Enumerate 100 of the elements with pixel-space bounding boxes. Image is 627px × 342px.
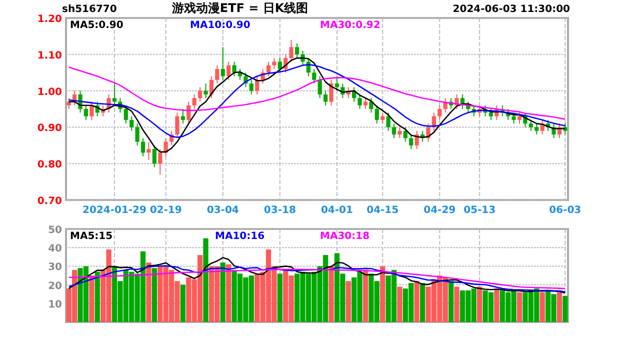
- candlestick: [312, 68, 316, 84]
- candlestick: [152, 144, 156, 168]
- candlestick: [226, 61, 231, 80]
- candlestick: [192, 94, 196, 110]
- candlestick: [232, 61, 236, 77]
- y-tick-label: 0.90: [37, 123, 62, 134]
- bar: [94, 272, 100, 322]
- candlestick: [426, 123, 430, 142]
- candlestick: [158, 148, 162, 176]
- candlestick: [369, 98, 374, 114]
- x-tick-label: 2024-01-29: [82, 205, 147, 216]
- bar: [362, 270, 368, 322]
- candlestick: [438, 104, 442, 120]
- bar: [477, 286, 482, 322]
- candlestick: [135, 123, 140, 146]
- bar: [380, 266, 386, 322]
- text: MA10:0.90: [190, 20, 250, 31]
- bar: [277, 274, 282, 322]
- bar: [146, 262, 152, 322]
- candlestick: [398, 126, 402, 139]
- candlestick: [272, 58, 276, 70]
- text: MA30:0.92: [320, 20, 380, 31]
- x-tick-label: 05-13: [464, 205, 496, 216]
- candlestick: [517, 112, 522, 124]
- bar: [226, 264, 232, 322]
- chart-title: 游戏动漫ETF = 日K线图: [170, 1, 308, 15]
- candlestick: [130, 116, 134, 132]
- x-tick-label: 06-03: [549, 205, 582, 216]
- x-tick-label: 04-01: [320, 205, 353, 216]
- candlestick: [140, 138, 146, 157]
- candlestick: [278, 58, 282, 74]
- bar: [494, 288, 500, 322]
- y-tick-label: 1.00: [37, 86, 62, 98]
- candlestick: [329, 79, 334, 106]
- bar: [556, 292, 562, 322]
- candlestick: [409, 134, 414, 150]
- bar: [397, 286, 402, 322]
- candlestick: [294, 42, 300, 59]
- bar: [203, 238, 208, 322]
- text: MA5:0.90: [70, 20, 124, 31]
- candlestick: [324, 90, 328, 106]
- y-tick-label: 0.70: [37, 196, 62, 207]
- text: 2024-06-03 11:30:00: [452, 4, 570, 15]
- candlestick: [289, 39, 294, 62]
- text: MA10:16: [215, 231, 265, 242]
- candlestick: [363, 98, 368, 110]
- bar: [448, 281, 454, 322]
- candlestick: [249, 79, 254, 95]
- bar: [89, 276, 94, 322]
- candlestick: [380, 112, 385, 124]
- x-tick-label: 04-15: [366, 205, 399, 216]
- candlestick: [124, 104, 128, 124]
- candlestick: [90, 101, 94, 120]
- bar: [180, 284, 186, 322]
- text: sh516770: [62, 4, 117, 15]
- candlestick: [180, 108, 185, 124]
- candlestick: [220, 46, 225, 80]
- candlestick: [204, 83, 208, 99]
- candlestick: [374, 104, 379, 124]
- candlestick: [403, 126, 408, 142]
- text: MA30:18: [320, 231, 370, 242]
- candlestick: [534, 123, 539, 135]
- bar: [516, 292, 522, 322]
- bar: [540, 292, 545, 322]
- bar: [220, 262, 226, 322]
- candlestick: [358, 94, 362, 110]
- y-tick-label: 50: [48, 225, 62, 236]
- candlestick: [66, 98, 71, 110]
- y-tick-label: 40: [48, 244, 62, 255]
- candlestick: [392, 123, 396, 139]
- x-tick-label: 02-19: [150, 205, 182, 216]
- candlestick: [146, 141, 151, 160]
- y-tick-label: 1.20: [37, 14, 62, 25]
- bar: [346, 281, 351, 322]
- bar: [562, 296, 568, 322]
- bar: [328, 266, 334, 322]
- candlestick: [266, 61, 271, 77]
- candlestick: [512, 112, 516, 124]
- text: MA5:15: [70, 231, 113, 242]
- candlestick: [112, 83, 117, 106]
- candlestick: [84, 104, 88, 120]
- x-tick-label: 03-04: [206, 205, 239, 216]
- candlestick: [215, 64, 220, 84]
- x-tick-label: 03-18: [264, 205, 296, 216]
- y-tick-label: 10: [48, 299, 62, 310]
- bar: [414, 281, 420, 322]
- bar: [152, 268, 157, 322]
- candlestick: [334, 76, 340, 92]
- candlestick: [175, 112, 180, 139]
- candlestick: [318, 76, 322, 99]
- candlestick: [198, 86, 202, 102]
- candlestick: [386, 112, 390, 132]
- bar: [454, 286, 460, 322]
- y-tick-label: 20: [48, 280, 62, 292]
- y-tick-label: 1.10: [37, 50, 62, 62]
- y-tick-label: 30: [48, 262, 62, 274]
- bar: [420, 282, 426, 322]
- y-tick-label: 0.80: [37, 160, 62, 171]
- line-series: [68, 66, 566, 120]
- x-tick-label: 04-29: [424, 205, 456, 216]
